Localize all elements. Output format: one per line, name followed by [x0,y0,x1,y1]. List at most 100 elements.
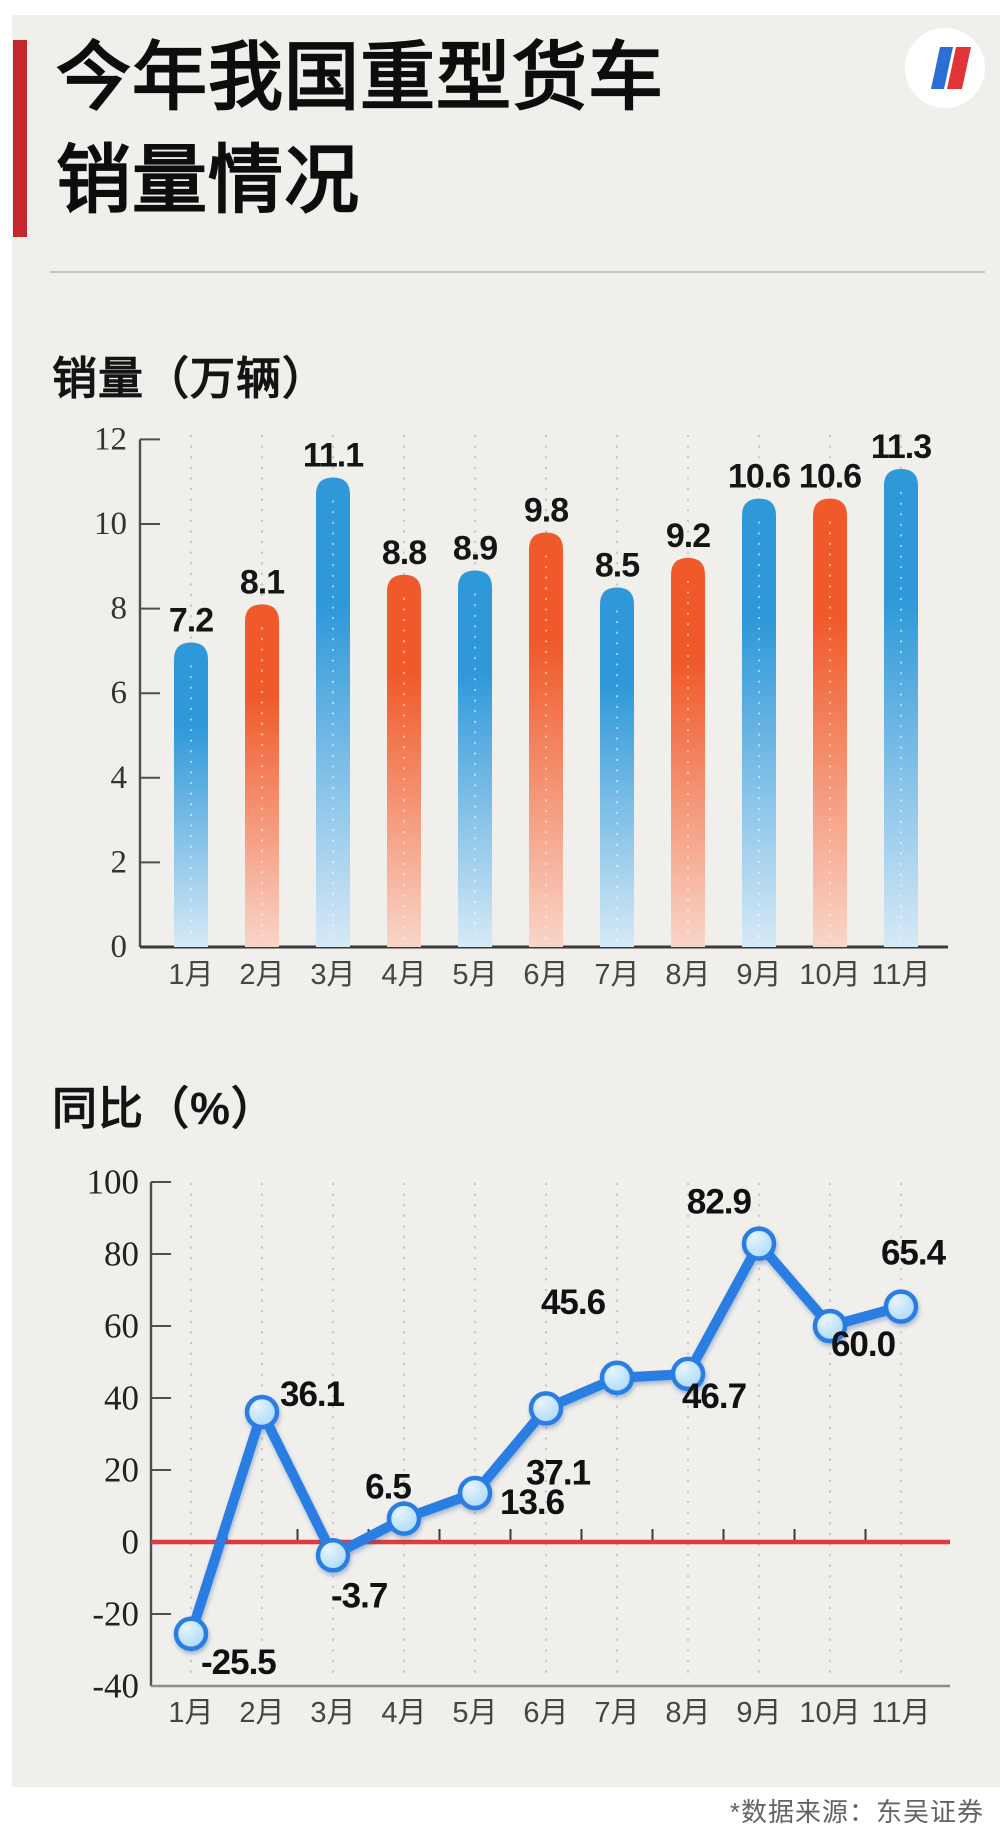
line-month-label: 3月 [310,1697,355,1729]
bar-5月 [458,570,492,947]
line-value-label: 82.9 [687,1183,752,1222]
line-value-label: 45.6 [541,1283,606,1322]
line-value-label: 36.1 [280,1375,345,1414]
bar-month-label: 10月 [799,959,860,991]
sales-section-label: 销量 [52,353,145,404]
svg-text:0: 0 [122,1523,140,1562]
bar-month-label: 1月 [168,959,213,991]
bar-chart-bars: 7.2 1月 8.1 2月 11.1 3月 8.8 4月 8.9 5月 9.8 6月 8.5 7月 9.2 8… [168,428,932,991]
line-month-labels: 1月 2月 3月 4月 5月 6月 7月 8月 9月 10月 11月 [168,1697,930,1729]
line-marker-5月 [457,1475,493,1511]
svg-text:0: 0 [111,929,128,965]
bar-6月 [529,532,563,947]
bar-month-label: 11月 [871,959,930,991]
bar-month-label: 6月 [523,959,568,991]
zero-reference-line [151,1529,950,1545]
bar-month-label: 2月 [239,959,284,991]
svg-text:10: 10 [94,506,127,542]
line-month-label: 4月 [381,1697,426,1729]
line-marker-1月 [173,1616,209,1652]
line-month-label: 5月 [452,1697,497,1729]
page-title-line2: 销量情况 [56,138,361,222]
line-value-label: 46.7 [682,1377,746,1416]
bar-value-label: 7.2 [169,601,213,639]
line-value-label: -25.5 [201,1643,276,1682]
line-marker-7月 [599,1360,635,1396]
line-value-labels: -25.5 36.1 -3.7 6.5 13.637.1 45.6 46.7 82.9 60.0… [201,1183,948,1682]
bar-month-label: 9月 [736,959,781,991]
line-marker-11月 [883,1289,919,1324]
svg-text:8: 8 [111,591,128,627]
bar-11月 [884,469,918,947]
svg-text:20: 20 [104,1451,139,1490]
line-value-label: 37.1 [526,1453,591,1492]
svg-text:12: 12 [94,421,127,457]
bar-month-label: 7月 [594,959,639,991]
bar-value-label: 9.2 [666,517,710,555]
sales-section-title: 销量（万辆） [52,342,328,407]
red-blue-n-logo [905,28,985,108]
line-marker-10月 [812,1308,848,1344]
line-month-label: 8月 [665,1697,710,1729]
line-marker-4月 [386,1501,422,1536]
line-month-label: 10月 [799,1697,860,1729]
svg-text:100: 100 [87,1163,140,1202]
bar-3月 [316,477,350,947]
svg-text:2: 2 [111,844,128,880]
bar-value-label: 11.1 [303,436,363,474]
svg-text:-20: -20 [92,1595,139,1634]
yoy-section-title: 同比（%） [52,1072,277,1137]
bar-month-label: 5月 [452,959,497,991]
bar-month-label: 8月 [665,959,710,991]
line-month-label: 1月 [168,1697,213,1729]
line-value-label: 6.5 [365,1468,411,1507]
line-value-label: 65.4 [881,1234,947,1273]
svg-text:80: 80 [104,1235,139,1274]
line-value-label: -3.7 [331,1576,387,1615]
sales-section-unit: （万辆） [144,353,329,404]
svg-text:60: 60 [104,1307,139,1346]
line-marker-6月 [528,1391,564,1426]
bar-7月 [600,587,634,947]
line-marker-2月 [244,1394,280,1430]
bar-10月 [813,498,847,947]
line-marker-3月 [315,1538,351,1573]
yoy-series [173,1226,919,1652]
bar-value-label: 8.8 [382,534,426,572]
page-title: 今年我国重型货车 销量情况 [56,26,664,232]
line-marker-9月 [741,1226,777,1261]
bar-value-label: 11.3 [871,428,931,466]
svg-text:4: 4 [111,760,128,796]
title-accent-bar [13,40,27,237]
bar-value-label: 9.8 [524,491,568,529]
line-value-label: 60.0 [831,1325,896,1364]
bar-value-label: 10.6 [728,458,790,496]
yoy-section-unit: （%） [144,1083,278,1134]
bar-value-label: 8.9 [453,530,497,568]
yoy-line-chart: 100 80 60 40 20 0 -20 -40 -25.5 36.1 -3.7 6.5 13.637… [87,1163,950,1729]
bar-value-label: 10.6 [799,458,861,496]
line-month-label: 7月 [594,1697,639,1729]
bar-9月 [742,498,776,947]
bar-month-label: 3月 [310,959,355,991]
page-title-line1: 今年我国重型货车 [56,35,665,119]
line-value-label: 13.6 [500,1483,565,1522]
yoy-section-label: 同比 [52,1083,145,1134]
data-source-note: *数据来源：东吴证券 [729,1797,984,1827]
line-chart-gridlines [189,1182,903,1684]
svg-text:6: 6 [111,675,128,711]
bar-month-label: 4月 [381,959,426,991]
sales-bar-chart: 12 10 8 6 4 2 0 7.2 1月 8.1 2月 11.1 3月 8.8 4月 8.9 5月 9.8 6月… [94,421,948,991]
svg-text:-40: -40 [92,1667,139,1706]
line-month-label: 9月 [736,1697,781,1729]
line-marker-8月 [670,1356,706,1392]
line-month-label: 11月 [871,1697,930,1729]
bar-value-label: 8.1 [240,563,284,601]
line-chart-y-axis: 100 80 60 40 20 0 -20 -40 [87,1163,950,1706]
bar-4月 [387,574,421,947]
svg-text:40: 40 [104,1379,139,1418]
line-month-label: 6月 [523,1697,568,1729]
title-divider [50,271,985,273]
line-month-label: 2月 [239,1697,284,1729]
